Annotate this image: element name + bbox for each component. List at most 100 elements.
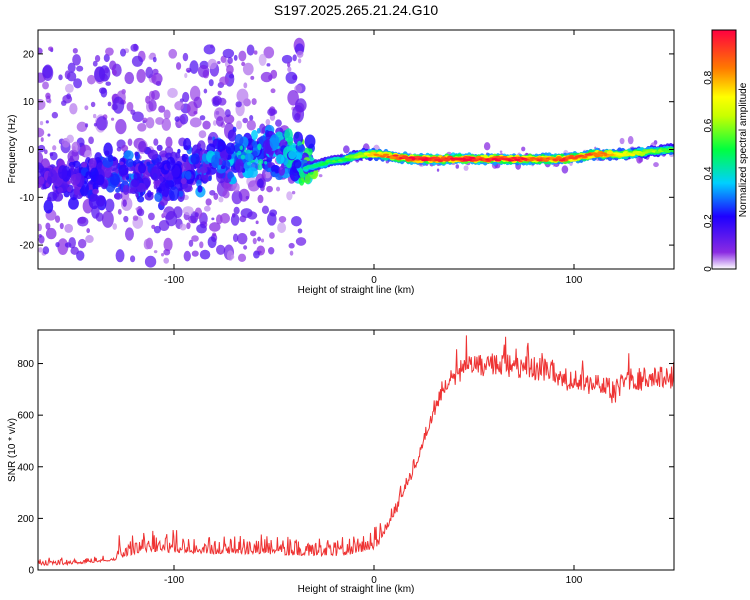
spectrogram-noise-cell bbox=[124, 71, 135, 85]
spectrogram-cluster-cell bbox=[149, 166, 161, 181]
spectrogram-noise-cell bbox=[232, 233, 239, 243]
spectrogram-noise-cell bbox=[270, 88, 276, 94]
snr-y-tick-label: 0 bbox=[28, 566, 34, 577]
spectrogram-ridge-cell bbox=[466, 158, 473, 162]
spectrogram-noise-cell bbox=[247, 180, 260, 192]
spectrogram-ridge-cell bbox=[430, 156, 438, 159]
snr-panel: -100 0 100 0 200 400 600 800 Height of straight… bbox=[7, 329, 675, 595]
spectrogram-cluster-cell bbox=[252, 140, 258, 148]
spectrogram-noise-cell bbox=[222, 48, 235, 59]
spectrogram-ridge-cell bbox=[536, 159, 543, 162]
snr-ticks: -100 0 100 0 200 400 600 800 bbox=[17, 330, 674, 586]
spectrogram-cluster-cell bbox=[147, 190, 152, 198]
spectrogram-cluster-cell bbox=[304, 134, 316, 149]
spectrogram-cluster-cell bbox=[133, 172, 140, 181]
spectrogram-cluster-cell bbox=[134, 151, 139, 157]
spectrogram-cluster-cell bbox=[115, 187, 121, 193]
spectrogram-cluster-cell bbox=[67, 180, 71, 185]
spectrogram-cluster-cell bbox=[247, 167, 258, 178]
spectrogram-cluster-cell bbox=[240, 154, 246, 160]
spectrogram-noise-cell bbox=[38, 223, 42, 232]
spectrogram-noise-cell bbox=[126, 101, 134, 112]
spectrogram-noise-cell bbox=[257, 236, 262, 242]
spectrogram-noise-cell bbox=[237, 232, 248, 245]
spectrogram-cluster-cell bbox=[197, 185, 203, 193]
spectrogram-cluster-cell bbox=[156, 144, 163, 152]
spectrogram-cluster-cell bbox=[118, 164, 129, 176]
spectrogram-ridge-cell bbox=[635, 150, 642, 154]
spectrogram-noise-cell bbox=[189, 117, 202, 128]
snr-y-tick-label: 800 bbox=[17, 359, 34, 370]
spectrogram-noise-cell bbox=[269, 209, 278, 217]
spectrogram-cluster-cell bbox=[156, 161, 163, 169]
snr-y-tick-label: 600 bbox=[17, 411, 34, 422]
colorbar: 0 0.2 0.4 0.6 0.8 Normalized spectral amplit… bbox=[703, 29, 749, 272]
spectrogram-noise-cell bbox=[57, 238, 69, 256]
spectrogram-noise-cell bbox=[619, 137, 625, 145]
spectrogram-y-tick-label: -10 bbox=[20, 193, 35, 204]
colorbar-tick-label: 0.8 bbox=[703, 70, 714, 84]
spectrogram-noise-cell bbox=[188, 239, 194, 247]
spectrogram-noise-cell bbox=[42, 81, 49, 90]
spectrogram-noise-cell bbox=[163, 237, 173, 252]
spectrogram-noise-cell bbox=[51, 111, 59, 119]
spectrogram-noise-cell bbox=[230, 254, 235, 259]
spectrogram-y-tick-label: 20 bbox=[23, 49, 35, 60]
spectrogram-cluster-cell bbox=[95, 174, 105, 186]
spectrogram-cluster-cell bbox=[184, 170, 192, 180]
spectrogram-cluster-cell bbox=[256, 178, 264, 189]
spectrogram-noise-cell bbox=[291, 190, 296, 195]
spectrogram-noise-cell bbox=[68, 237, 76, 249]
spectrogram-cluster-cell bbox=[73, 186, 80, 196]
spectrogram-noise-cell bbox=[78, 238, 87, 249]
spectrogram-heatmap bbox=[38, 37, 674, 268]
spectrogram-noise-cell bbox=[64, 70, 71, 80]
spectrogram-noise-cell bbox=[175, 62, 182, 70]
spectrogram-ridge-cell bbox=[590, 152, 598, 155]
spectrogram-noise-cell bbox=[42, 246, 50, 255]
spectrogram-ridge-cell bbox=[341, 158, 348, 161]
spectrogram-noise-cell bbox=[52, 145, 57, 151]
spectrogram-noise-cell bbox=[45, 92, 51, 100]
spectrogram-x-tick-label: 100 bbox=[566, 275, 583, 286]
spectrogram-noise-cell bbox=[85, 123, 89, 128]
spectrogram-noise-cell bbox=[44, 149, 48, 155]
spectrogram-noise-cell bbox=[209, 190, 216, 196]
spectrogram-noise-cell bbox=[112, 69, 117, 76]
spectrogram-cluster-cell bbox=[57, 187, 63, 193]
spectrogram-cluster-cell bbox=[46, 196, 52, 201]
spectrogram-noise-cell bbox=[207, 236, 217, 249]
spectrogram-noise-cell bbox=[123, 215, 129, 223]
spectrogram-noise-cell bbox=[70, 246, 79, 255]
spectrogram-noise-cell bbox=[186, 222, 191, 230]
spectrogram-cluster-cell bbox=[275, 154, 285, 165]
spectrogram-noise-cell bbox=[114, 192, 123, 200]
spectrogram-cluster-cell bbox=[256, 127, 261, 134]
spectrogram-x-tick-label: -100 bbox=[164, 275, 184, 286]
spectrogram-noise-cell bbox=[66, 93, 72, 100]
spectrogram-noise-cell bbox=[281, 54, 293, 64]
spectrogram-ridge-cell bbox=[526, 159, 534, 162]
spectrogram-ridge-cell bbox=[558, 159, 566, 162]
snr-x-tick-label: 100 bbox=[566, 575, 583, 586]
spectrogram-cluster-cell bbox=[135, 192, 139, 198]
spectrogram-noise-cell bbox=[101, 210, 114, 228]
spectrogram-noise-cell bbox=[151, 72, 163, 85]
figure-title: S197.2025.265.21.24.G10 bbox=[274, 2, 438, 18]
spectrogram-noise-cell bbox=[86, 228, 91, 234]
snr-plot-area bbox=[38, 330, 674, 570]
spectrogram-ridge-cell bbox=[389, 156, 396, 159]
spectrogram-noise-cell bbox=[278, 215, 287, 223]
spectrogram-cluster-cell bbox=[180, 177, 187, 185]
spectrogram-noise-cell bbox=[38, 233, 42, 238]
colorbar-label: Normalized spectral amplitude bbox=[738, 82, 749, 217]
spectrogram-ridge-cell bbox=[382, 153, 390, 156]
spectrogram-cluster-cell bbox=[75, 172, 82, 181]
spectrogram-noise-cell bbox=[268, 247, 275, 255]
spectrogram-noise-cell bbox=[224, 109, 231, 118]
spectrogram-cluster-cell bbox=[109, 173, 121, 186]
spectrogram-noise-cell bbox=[40, 137, 44, 142]
spectrogram-ridge-cell bbox=[581, 155, 588, 158]
spectrogram-noise-cell bbox=[294, 84, 303, 94]
